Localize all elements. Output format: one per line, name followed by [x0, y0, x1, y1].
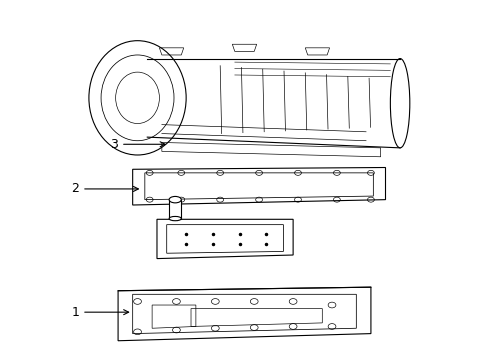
Text: 3: 3 — [110, 138, 165, 151]
Text: 1: 1 — [71, 306, 128, 319]
Polygon shape — [169, 200, 181, 219]
Ellipse shape — [169, 216, 181, 221]
Text: 2: 2 — [71, 183, 138, 195]
Ellipse shape — [169, 197, 181, 203]
